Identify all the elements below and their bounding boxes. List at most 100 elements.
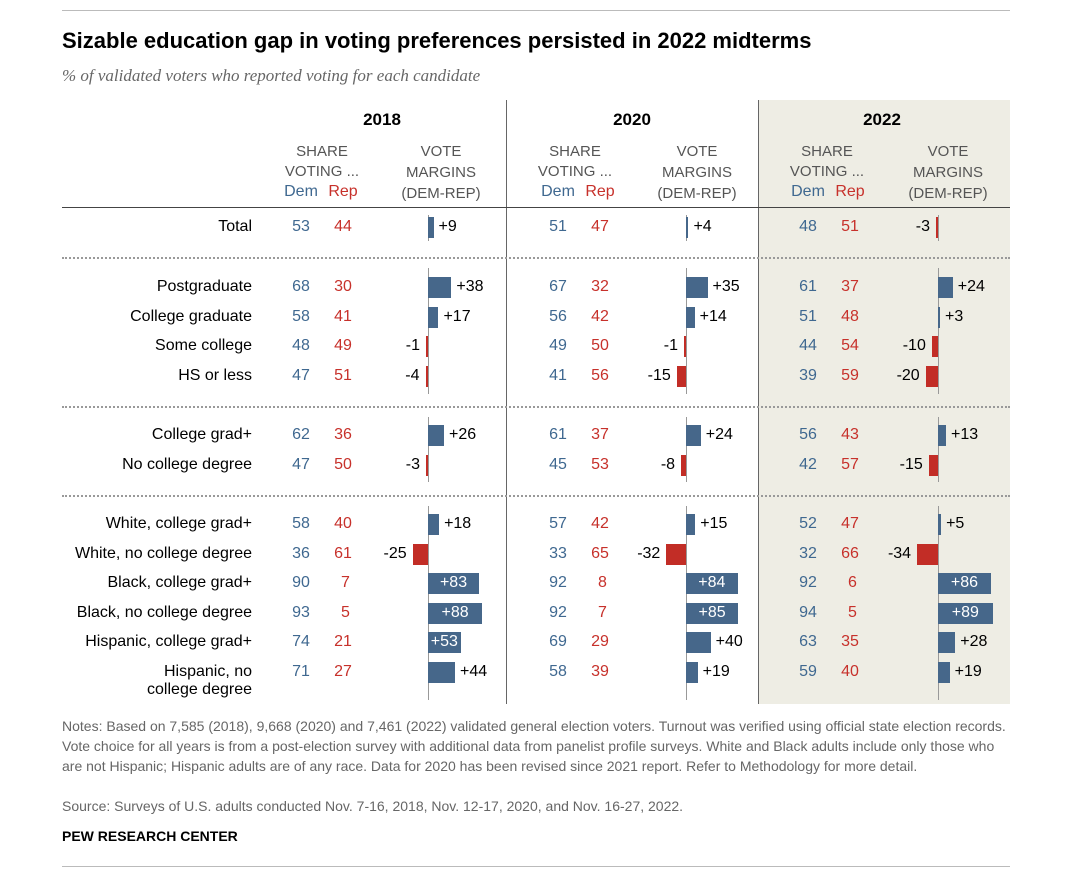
dem-share: 69: [549, 633, 567, 650]
margin-label: +86: [950, 574, 979, 591]
margins-header: VOTE: [420, 143, 462, 160]
margin-label: -15: [647, 367, 671, 384]
margin-label: -20: [896, 367, 920, 384]
margin-bar: [931, 336, 938, 357]
rep-share: 47: [841, 515, 859, 532]
margin-bar: [686, 662, 698, 683]
margin-label: -8: [660, 456, 676, 473]
rep-share: 21: [334, 633, 352, 650]
year-header: 2020: [613, 110, 651, 129]
dem-share: 56: [549, 308, 567, 325]
row-label: Total: [218, 218, 252, 235]
margin-bar: [428, 632, 461, 653]
rep-header: Rep: [835, 183, 865, 200]
dem-share: 58: [292, 515, 310, 532]
notes: Notes: Based on 7,585 (2018), 9,668 (202…: [62, 718, 1006, 774]
margin-bar: [425, 366, 428, 387]
year-header: 2022: [863, 110, 901, 129]
rep-share: 29: [591, 633, 609, 650]
margin-label: +89: [951, 604, 979, 621]
year-header: 2018: [363, 110, 401, 129]
dem-header: Dem: [541, 183, 575, 200]
dem-share: 71: [292, 663, 310, 680]
dem-share: 41: [549, 367, 567, 384]
margin-label: +88: [441, 604, 469, 621]
margin-label: -3: [915, 218, 930, 235]
zero-axis: [938, 417, 939, 482]
margin-bar: [938, 632, 956, 653]
dem-share: 47: [292, 367, 310, 384]
dem-share: 74: [292, 633, 310, 650]
rep-share: 54: [841, 337, 859, 354]
margin-label: +4: [693, 218, 712, 235]
dem-share: 92: [549, 604, 567, 621]
row-label: White, college grad+: [105, 515, 252, 532]
margin-bar: [684, 336, 686, 357]
row-label: Black, college grad+: [107, 574, 252, 591]
margin-label: -4: [405, 367, 420, 384]
margin-bar: [928, 455, 938, 476]
dem-share: 48: [292, 337, 310, 354]
margins-header: MARGINS: [912, 164, 984, 181]
chart-subtitle: % of validated voters who reported votin…: [62, 66, 481, 85]
margin-label: +38: [456, 278, 484, 295]
margin-bar: [666, 544, 686, 565]
zero-axis: [428, 268, 429, 394]
rep-share: 41: [334, 308, 352, 325]
rep-share: 32: [591, 278, 609, 295]
rep-share: 7: [598, 604, 607, 621]
dem-header: Dem: [284, 183, 318, 200]
dem-share: 62: [292, 426, 310, 443]
row-label: No college degree: [122, 456, 252, 473]
margin-label: +5: [946, 515, 965, 532]
dem-share: 49: [549, 337, 567, 354]
brand-logo: PEW RESEARCH CENTER: [62, 828, 238, 844]
margin-label: +40: [715, 633, 743, 650]
rep-share: 50: [591, 337, 609, 354]
rep-share: 65: [591, 545, 609, 562]
rep-share: 40: [841, 663, 859, 680]
rep-share: 51: [334, 367, 352, 384]
margin-bar: [938, 662, 950, 683]
dem-share: 48: [799, 218, 817, 235]
rep-share: 40: [334, 515, 352, 532]
rep-share: 5: [341, 604, 350, 621]
dem-share: 36: [292, 545, 310, 562]
margin-bar: [686, 425, 701, 446]
row-label: Hispanic, college grad+: [85, 633, 252, 650]
rep-header: Rep: [328, 183, 358, 200]
rep-share: 57: [841, 456, 859, 473]
margins-header: (DEM-REP): [401, 185, 481, 202]
margins-header: MARGINS: [661, 164, 733, 181]
rep-share: 61: [334, 545, 352, 562]
margins-header: VOTE: [927, 143, 969, 160]
margin-label: +44: [460, 663, 488, 680]
margin-label: -15: [899, 456, 923, 473]
margin-label: +85: [698, 604, 726, 621]
rep-share: 8: [598, 574, 607, 591]
margin-bar: [686, 277, 708, 298]
margin-bar: [938, 425, 946, 446]
dem-share: 39: [799, 367, 817, 384]
margin-label: +9: [438, 218, 457, 235]
margin-label: +14: [699, 308, 727, 325]
column-separator: [758, 100, 759, 704]
margin-bar: [686, 603, 739, 624]
margin-label: +17: [443, 308, 471, 325]
rep-share: 50: [334, 456, 352, 473]
margin-bar: [917, 544, 938, 565]
zero-axis: [938, 268, 939, 394]
row-label: White, no college degree: [75, 545, 252, 562]
margin-bar: [938, 307, 940, 328]
dem-share: 33: [549, 545, 567, 562]
dem-share: 42: [799, 456, 817, 473]
source: Source: Surveys of U.S. adults conducted…: [62, 798, 684, 814]
margin-label: +53: [430, 633, 458, 650]
rep-share: 27: [334, 663, 352, 680]
dem-share: 45: [549, 456, 567, 473]
dem-share: 51: [799, 308, 817, 325]
rep-share: 36: [334, 426, 352, 443]
row-label: college degree: [147, 681, 252, 698]
dem-share: 63: [799, 633, 817, 650]
margin-label: +13: [950, 426, 979, 443]
